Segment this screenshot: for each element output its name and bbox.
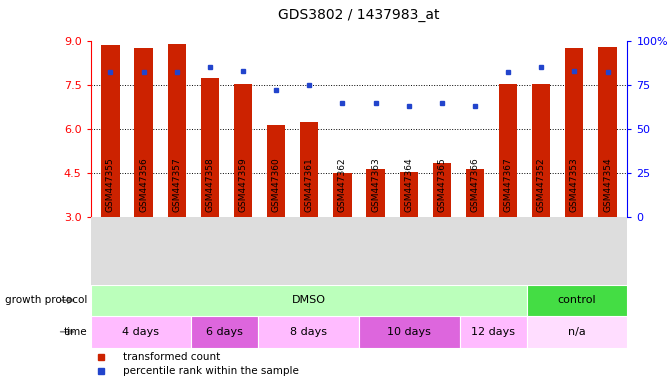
Text: 6 days: 6 days	[207, 327, 243, 337]
Bar	[258, 316, 359, 348]
Text: 10 days: 10 days	[387, 327, 431, 337]
Text: DMSO: DMSO	[292, 295, 325, 305]
Bar	[499, 84, 517, 217]
Bar	[532, 84, 550, 217]
Text: control: control	[558, 295, 597, 305]
Text: percentile rank within the sample: percentile rank within the sample	[123, 366, 299, 376]
Bar	[134, 48, 153, 217]
Text: GDS3802 / 1437983_at: GDS3802 / 1437983_at	[278, 8, 440, 22]
Bar	[300, 122, 319, 217]
Text: 8 days: 8 days	[290, 327, 327, 337]
Bar	[201, 78, 219, 217]
Bar	[366, 169, 384, 217]
Bar	[333, 172, 352, 217]
Text: time: time	[64, 327, 87, 337]
Bar	[91, 285, 527, 316]
Text: n/a: n/a	[568, 327, 586, 337]
Text: 12 days: 12 days	[471, 327, 515, 337]
Bar	[359, 316, 460, 348]
Bar	[168, 44, 186, 217]
Bar	[460, 316, 527, 348]
Bar	[101, 45, 119, 217]
Bar	[399, 172, 418, 217]
Bar	[234, 84, 252, 217]
Text: growth protocol: growth protocol	[5, 295, 87, 305]
Bar	[599, 46, 617, 217]
Bar	[267, 126, 285, 217]
Bar	[527, 285, 627, 316]
Text: 4 days: 4 days	[122, 327, 160, 337]
Text: transformed count: transformed count	[123, 352, 220, 362]
Bar	[91, 316, 191, 348]
Bar	[565, 48, 584, 217]
Bar	[433, 163, 451, 217]
Bar	[466, 169, 484, 217]
Bar	[527, 316, 627, 348]
Bar	[191, 316, 258, 348]
